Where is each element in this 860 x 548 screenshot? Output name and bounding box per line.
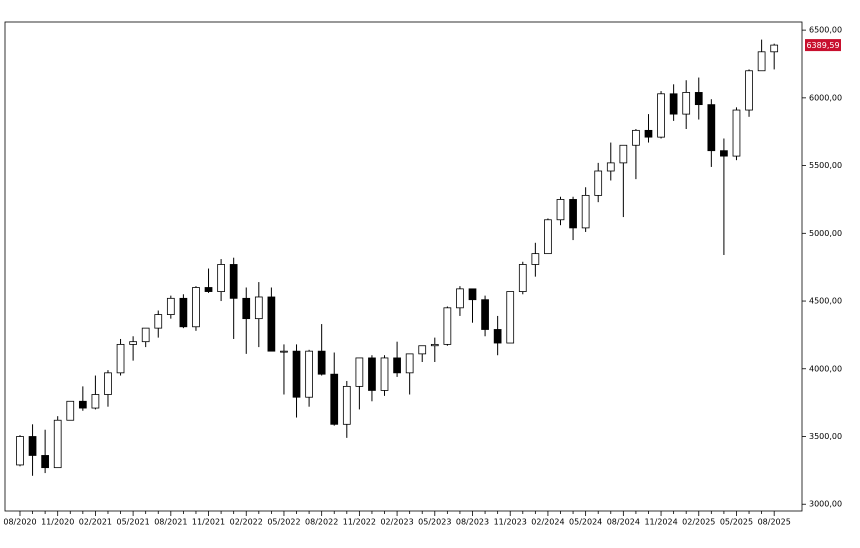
- x-tick-label: 02/2022: [230, 518, 263, 527]
- candle-body: [745, 70, 753, 111]
- candle-body: [368, 357, 376, 391]
- candle-body: [116, 343, 125, 374]
- candle-body: [443, 307, 452, 345]
- candle-body: [707, 104, 716, 152]
- candle-body: [204, 287, 213, 292]
- x-tick-label: 08/2025: [758, 518, 791, 527]
- candle-body: [179, 297, 188, 328]
- candle-body: [141, 327, 150, 343]
- y-tick-label: 4000,00: [809, 364, 842, 373]
- candle-body: [456, 288, 464, 309]
- candle-body: [405, 353, 414, 374]
- candle-body: [104, 372, 112, 395]
- y-tick-label: 3000,00: [809, 500, 842, 509]
- candle-body: [493, 329, 502, 344]
- candle-body: [430, 343, 439, 347]
- candle-body: [192, 287, 200, 328]
- candle-body: [682, 92, 691, 115]
- candle-body: [757, 51, 766, 72]
- candle-body: [518, 264, 527, 292]
- candle-body: [217, 264, 225, 292]
- candle-body: [418, 345, 427, 355]
- x-tick-label: 05/2023: [418, 518, 451, 527]
- y-tick-label: 5000,00: [809, 229, 842, 238]
- last-price-label: 6389,59: [806, 41, 839, 50]
- x-tick-label: 11/2021: [192, 518, 225, 527]
- x-tick-label: 11/2023: [494, 518, 527, 527]
- candle-body: [720, 150, 728, 157]
- candle-body: [28, 436, 37, 456]
- x-tick-label: 11/2020: [41, 518, 74, 527]
- candle-body: [166, 297, 175, 315]
- candle-body: [91, 394, 100, 409]
- candle-body: [292, 350, 301, 398]
- candle-body: [594, 170, 603, 196]
- x-tick-label: 08/2023: [456, 518, 489, 527]
- x-tick-label: 02/2021: [79, 518, 112, 527]
- y-tick-label: 4500,00: [809, 297, 842, 306]
- candle-body: [267, 296, 276, 352]
- candle-body: [581, 194, 590, 229]
- candle-body: [556, 199, 565, 221]
- candle-body: [468, 288, 477, 301]
- candle-body: [481, 299, 489, 330]
- candle-body: [644, 129, 653, 138]
- x-tick-label: 08/2021: [154, 518, 187, 527]
- candle-body: [632, 129, 640, 146]
- x-tick-label: 05/2025: [720, 518, 753, 527]
- x-tick-label: 02/2023: [380, 518, 413, 527]
- candle-body: [41, 455, 49, 469]
- candle-body: [669, 93, 678, 115]
- x-tick-label: 08/2020: [3, 518, 36, 527]
- candle-body: [657, 93, 665, 138]
- candle-body: [330, 373, 339, 425]
- x-tick-label: 08/2022: [305, 518, 338, 527]
- candle-body: [770, 44, 779, 53]
- candle-body: [342, 385, 351, 425]
- candle-body: [129, 341, 137, 345]
- candle-body: [506, 291, 515, 344]
- y-tick-label: 5500,00: [809, 161, 842, 170]
- candle-body: [254, 296, 263, 320]
- candle-body: [317, 350, 326, 375]
- x-tick-label: 05/2024: [569, 518, 602, 527]
- x-tick-label: 11/2022: [343, 518, 376, 527]
- y-tick-label: 6000,00: [809, 93, 842, 102]
- x-tick-label: 05/2022: [267, 518, 300, 527]
- candle-body: [53, 419, 62, 469]
- candle-body: [531, 253, 540, 265]
- y-tick-label: 6500,00: [809, 26, 842, 35]
- candle-body: [305, 350, 313, 398]
- x-tick-label: 11/2024: [644, 518, 677, 527]
- x-tick-label: 02/2025: [682, 518, 715, 527]
- candle-body: [280, 350, 288, 353]
- candle-body: [694, 92, 703, 106]
- candle-body: [16, 436, 24, 466]
- candle-body: [606, 162, 615, 172]
- candle-body: [569, 199, 577, 229]
- candle-body: [544, 219, 552, 255]
- candle-body: [393, 357, 401, 374]
- last-price-tag: [805, 39, 841, 52]
- candle-body: [355, 357, 364, 387]
- x-tick-label: 05/2021: [116, 518, 149, 527]
- candle-body: [380, 357, 389, 391]
- candle-body: [619, 144, 628, 164]
- x-tick-label: 02/2024: [531, 518, 564, 527]
- candle-body: [154, 314, 163, 329]
- candle-body: [229, 264, 238, 299]
- y-tick-label: 3500,00: [809, 432, 842, 441]
- candle-body: [78, 400, 87, 409]
- candle-body: [242, 297, 251, 320]
- x-tick-label: 08/2024: [607, 518, 640, 527]
- candle-body: [732, 109, 741, 157]
- candle-body: [66, 400, 75, 421]
- plot-frame: [4, 21, 803, 512]
